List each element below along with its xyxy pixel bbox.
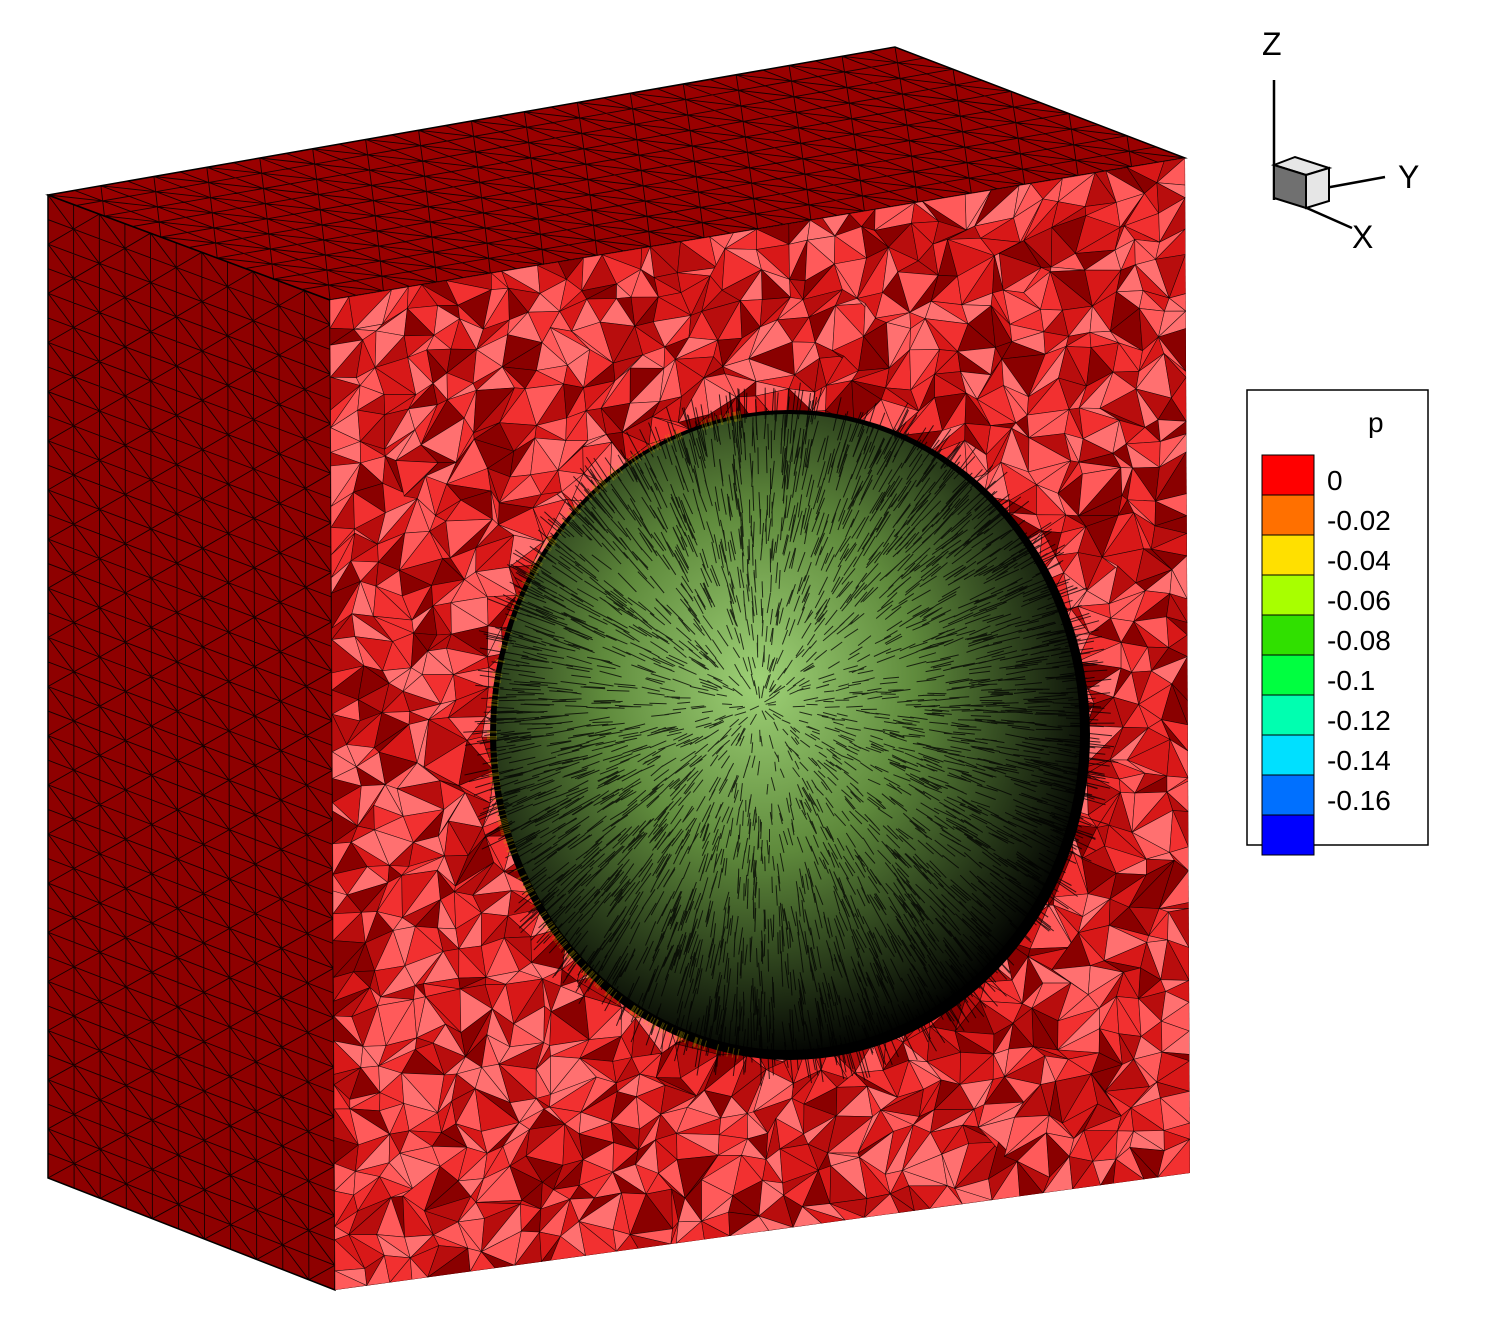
legend-level-label: -0.08 <box>1327 625 1391 656</box>
box-side-face <box>47 193 336 1292</box>
legend-swatch <box>1261 454 1315 496</box>
legend-swatch <box>1261 574 1315 616</box>
legend-swatch <box>1261 654 1315 696</box>
y-axis-label: Y <box>1398 159 1419 195</box>
mesh-lines <box>48 195 335 1290</box>
legend-level-label: -0.16 <box>1327 785 1391 816</box>
y-axis-line <box>1324 175 1386 190</box>
legend-swatch <box>1261 614 1315 656</box>
x-axis-line <box>1299 203 1353 230</box>
legend-swatch <box>1261 694 1315 736</box>
vector-arrows <box>463 382 1119 1088</box>
legend-swatch <box>1261 534 1315 576</box>
sphere-vector-field <box>463 382 1119 1088</box>
axes-triad: Z Y X <box>1262 26 1419 255</box>
legend-swatch <box>1261 734 1315 776</box>
legend-swatch <box>1261 774 1315 816</box>
legend-level-label: -0.12 <box>1327 705 1391 736</box>
legend-level-label: -0.02 <box>1327 505 1391 536</box>
legend-swatch <box>1261 814 1315 856</box>
color-legend: p 0 -0.02 -0.04 -0.06 -0.08 -0.1 -0.12 -0.14 -0.… <box>1246 389 1429 856</box>
mesh-lines <box>48 47 1185 300</box>
legend-swatch <box>1261 494 1315 536</box>
legend-level-label: -0.1 <box>1327 665 1375 696</box>
legend-level-label: 0 <box>1327 465 1343 496</box>
triad-cube-right <box>1305 166 1330 210</box>
rim-vector-accents <box>486 410 742 1059</box>
legend-title: p <box>1368 407 1384 438</box>
z-axis-label: Z <box>1262 26 1282 62</box>
legend-level-label: -0.04 <box>1327 545 1391 576</box>
legend-level-label: -0.06 <box>1327 585 1391 616</box>
x-axis-label: X <box>1352 219 1373 255</box>
legend-level-label: -0.14 <box>1327 745 1391 776</box>
